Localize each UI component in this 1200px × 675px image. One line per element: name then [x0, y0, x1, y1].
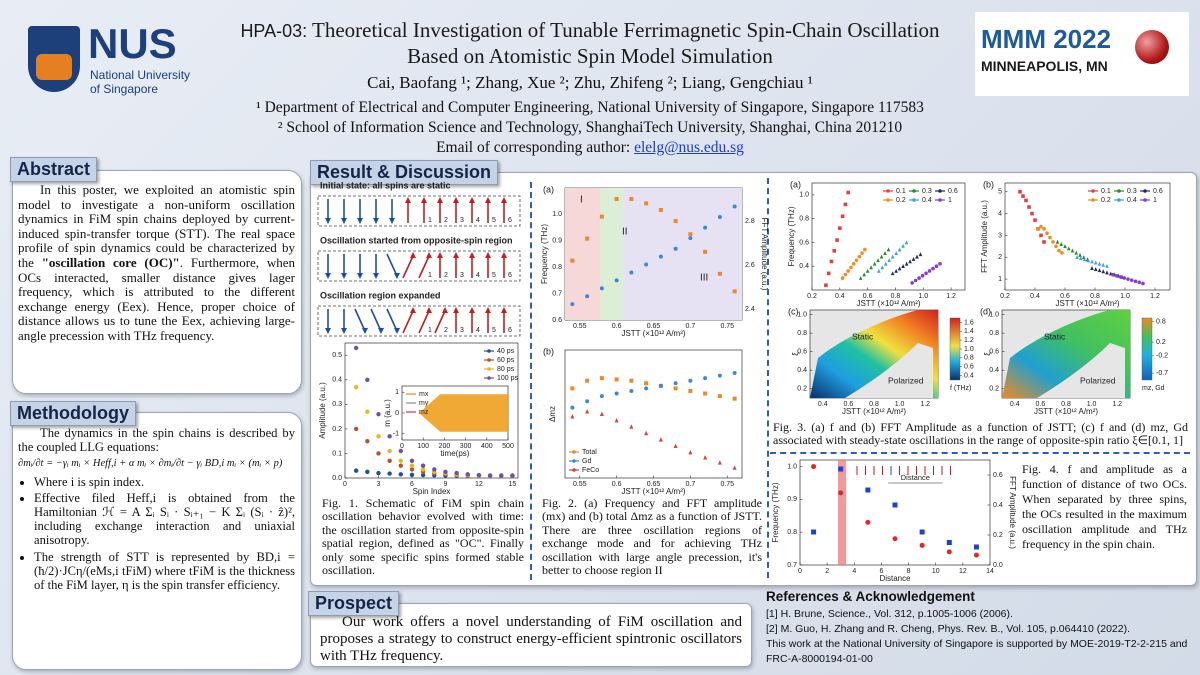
nus-name: National University of Singapore [90, 68, 190, 96]
title: HPA-03: Theoretical Investigation of Tun… [215, 18, 965, 69]
affiliation: ¹ Department of Electrical and Computer … [256, 99, 924, 116]
abstract-panel [12, 170, 302, 394]
bold-text: "oscillation core (OC)" [41, 254, 180, 270]
reference: [1] H. Brune, Science., Vol. 312, p.1005… [766, 608, 1013, 620]
nus-line: National University [90, 68, 191, 82]
caption: Fig. 3. (a) f and (b) FFT Amplitude as a… [773, 420, 1188, 448]
sphere [1135, 30, 1169, 64]
bullet: Where i is spin index. [34, 475, 295, 489]
poster-title: Theoretical Investigation of Tunable Fer… [312, 18, 940, 68]
email-line: Email of corresponding author: elelg@nus… [215, 139, 965, 157]
conference-name: MMM 2022 [981, 24, 1112, 54]
conference-location: MINNEAPOLIS, MN [981, 58, 1108, 74]
divider [767, 178, 769, 578]
nus-line: of Singapore [90, 82, 159, 96]
methodology-text: The dynamics in the spin chains is descr… [18, 426, 295, 594]
references-heading: References & Acknowledgement [766, 589, 975, 604]
email-link[interactable]: elelg@nus.edu.sg [634, 139, 744, 156]
bullet-list: Where i is spin index. Effective filed He… [18, 475, 295, 593]
reference: [2] M. Guo, H. Zhang and R. Cheng, Phys.… [766, 623, 1131, 635]
conference-logo: MMM 2022 MINNEAPOLIS, MN [975, 12, 1189, 96]
nus-logo: NUS National University of Singapore [28, 20, 198, 102]
nus-text: NUS [88, 20, 177, 67]
poster-code: HPA-03: [240, 21, 308, 41]
divider [770, 452, 1190, 454]
text: In this poster, we exploited an atomisti… [18, 182, 295, 270]
results-heading: Result & Discussion [310, 160, 499, 185]
authors: Cai, Baofang ¹; Zhang, Xue ²; Zhu, Zhife… [367, 73, 813, 92]
abstract-text: In this poster, we exploited an atomisti… [18, 182, 296, 344]
divider [530, 182, 532, 580]
abstract-heading: Abstract [10, 157, 98, 182]
crest-lion [36, 54, 72, 80]
methodology-heading: Methodology [10, 401, 136, 426]
prospect-heading: Prospect [308, 591, 400, 616]
prospect-text: Our work offers a novel understanding of… [320, 614, 742, 664]
affiliation: ² School of Information Science and Tech… [277, 119, 903, 136]
bullet: The strength of STT is represented by BD… [34, 550, 295, 593]
caption: Fig. 4. f and amplitude as a function of… [1022, 462, 1187, 551]
caption: Fig. 1. Schematic of FiM spin chain osci… [322, 496, 524, 578]
caption: Fig. 2. (a) Frequency and FFT amplitude … [542, 496, 762, 578]
equation: ∂mᵢ/∂t = −γᵢ mᵢ × Heff,i + α mᵢ × ∂mᵢ/∂t… [18, 458, 283, 470]
methodology-panel [12, 412, 302, 670]
bullet: Effective filed Heff,i is obtained from … [34, 491, 295, 548]
references: [1] H. Brune, Science., Vol. 312, p.1005… [766, 607, 1194, 667]
acknowledgement: This work at the National University of … [766, 638, 1188, 665]
text: The dynamics in the spin chains is descr… [18, 426, 295, 455]
text: . Furthermore, when OCs interacted, smal… [18, 254, 296, 343]
email-label: Email of corresponding author: [436, 139, 631, 156]
crest [28, 26, 80, 92]
